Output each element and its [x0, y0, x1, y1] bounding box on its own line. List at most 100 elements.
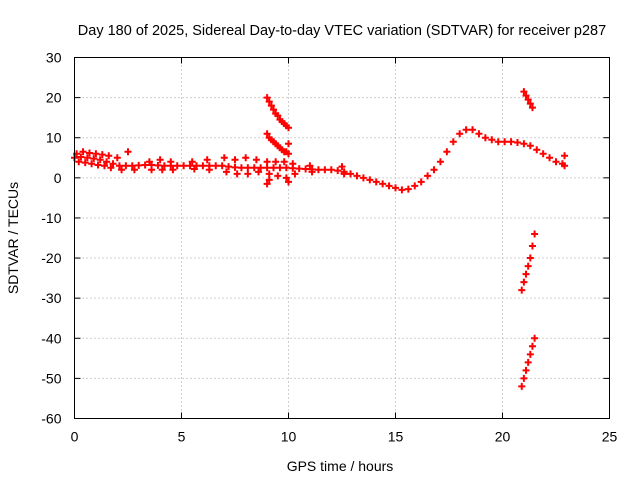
data-point: [231, 156, 239, 164]
data-point: [522, 366, 530, 374]
y-tick-label: 20: [46, 90, 62, 106]
data-point: [501, 138, 509, 146]
data-point: [265, 98, 273, 106]
data-point: [85, 149, 93, 157]
data-point: [263, 164, 271, 172]
data-point: [77, 153, 85, 161]
data-point: [255, 168, 263, 176]
data-point: [366, 176, 374, 184]
data-point: [180, 162, 188, 170]
series-arc-21h-middle: [518, 230, 539, 294]
data-point: [231, 163, 239, 171]
data-point: [244, 164, 252, 172]
data-point: [81, 159, 89, 167]
data-point: [167, 158, 175, 166]
data-point: [436, 158, 444, 166]
data-point: [552, 158, 560, 166]
data-point: [404, 185, 412, 193]
data-point: [237, 164, 245, 172]
data-point: [267, 102, 275, 110]
data-point: [524, 262, 532, 270]
y-tick-label: -20: [41, 250, 61, 266]
plot-frame: [74, 57, 610, 419]
data-point: [75, 158, 83, 166]
data-point: [488, 136, 496, 144]
data-point: [385, 182, 393, 190]
data-point: [130, 166, 138, 174]
data-point: [244, 170, 252, 178]
data-point: [561, 152, 569, 160]
series-arc-9h-lower: [263, 130, 292, 158]
data-point: [340, 170, 348, 178]
series-main-arc: [71, 126, 566, 194]
data-point: [118, 166, 126, 174]
data-point: [270, 164, 278, 172]
data-point: [203, 156, 211, 164]
data-point: [83, 154, 91, 162]
data-point: [531, 334, 539, 342]
data-point: [314, 166, 322, 174]
data-point: [338, 163, 346, 171]
data-point: [481, 134, 489, 142]
data-point: [520, 140, 528, 148]
data-point: [443, 148, 451, 156]
data-point: [379, 180, 387, 188]
data-point: [546, 154, 554, 162]
data-point: [105, 152, 113, 160]
data-point: [148, 166, 156, 174]
data-point: [561, 162, 569, 170]
data-point: [539, 150, 547, 158]
x-tick-label: 25: [602, 429, 618, 445]
x-tick-label: 20: [495, 429, 511, 445]
data-point: [250, 164, 258, 172]
data-point: [274, 112, 282, 120]
data-point: [109, 160, 117, 168]
data-point: [88, 160, 96, 168]
y-axis: 30 20 10 0 -10 -20 -30 -40 -50 -60: [41, 50, 610, 427]
data-point: [282, 164, 290, 172]
data-point: [96, 156, 104, 164]
y-tick-label: -60: [41, 411, 61, 427]
data-point: [90, 155, 98, 163]
data-point: [124, 148, 132, 156]
data-point: [526, 100, 534, 108]
data-point: [270, 106, 278, 114]
data-point: [507, 138, 515, 146]
data-point: [526, 254, 534, 262]
data-point: [276, 164, 284, 172]
data-point: [424, 172, 432, 180]
data-point: [513, 139, 521, 147]
data-point: [113, 154, 121, 162]
data-point: [520, 88, 528, 96]
data-point: [520, 278, 528, 286]
data-point: [285, 124, 292, 132]
data-point: [327, 166, 335, 174]
data-point: [94, 161, 102, 169]
x-axis-label: GPS time / hours: [287, 458, 394, 474]
data-point: [526, 142, 534, 150]
data-point: [156, 156, 164, 164]
data-point: [122, 162, 130, 170]
data-point: [430, 166, 438, 174]
data-point: [92, 150, 100, 158]
series-cloud-upper: [73, 148, 346, 171]
data-point: [359, 174, 367, 182]
x-tick-label: 15: [388, 429, 404, 445]
series-arc-21h-lower: [518, 334, 539, 390]
data-point: [526, 350, 534, 358]
y-tick-label: -50: [41, 370, 61, 386]
series-outliers: [263, 140, 569, 188]
y-tick-label: -40: [41, 330, 61, 346]
data-point: [353, 172, 361, 180]
data-point: [372, 178, 380, 186]
data-point: [321, 166, 329, 174]
y-axis-label: SDTVAR / TECUs: [5, 182, 21, 294]
data-point: [533, 146, 541, 154]
y-tick-label: -10: [41, 210, 61, 226]
data-point: [100, 162, 108, 170]
data-point: [265, 170, 273, 178]
data-point: [263, 180, 271, 188]
data-point: [218, 162, 226, 170]
data-point: [233, 170, 241, 178]
data-point: [528, 104, 536, 112]
